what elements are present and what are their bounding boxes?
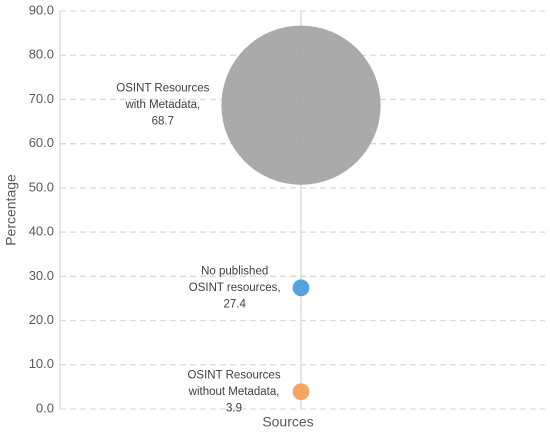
y-axis-title: Percentage <box>3 174 19 246</box>
y-tick-label: 20.0 <box>29 312 54 327</box>
y-tick-label: 50.0 <box>29 179 54 194</box>
data-label: OSINT Resources without Metadata, 3.9 <box>187 369 280 414</box>
y-tick-label: 90.0 <box>29 2 54 17</box>
y-tick-label: 30.0 <box>29 268 54 283</box>
y-tick-label: 40.0 <box>29 224 54 239</box>
y-tick-label: 80.0 <box>29 47 54 62</box>
bubble <box>292 383 310 401</box>
data-label: No published OSINT resources, 27.4 <box>189 265 281 310</box>
data-label: OSINT Resources with Metadata, 68.7 <box>116 83 209 128</box>
y-tick-label: 10.0 <box>29 356 54 371</box>
y-tick-label: 70.0 <box>29 91 54 106</box>
bubble <box>221 25 381 185</box>
bubble <box>292 279 310 297</box>
x-axis-title: Sources <box>262 414 313 430</box>
y-tick-label: 0.0 <box>36 400 54 415</box>
y-tick-label: 60.0 <box>29 135 54 150</box>
